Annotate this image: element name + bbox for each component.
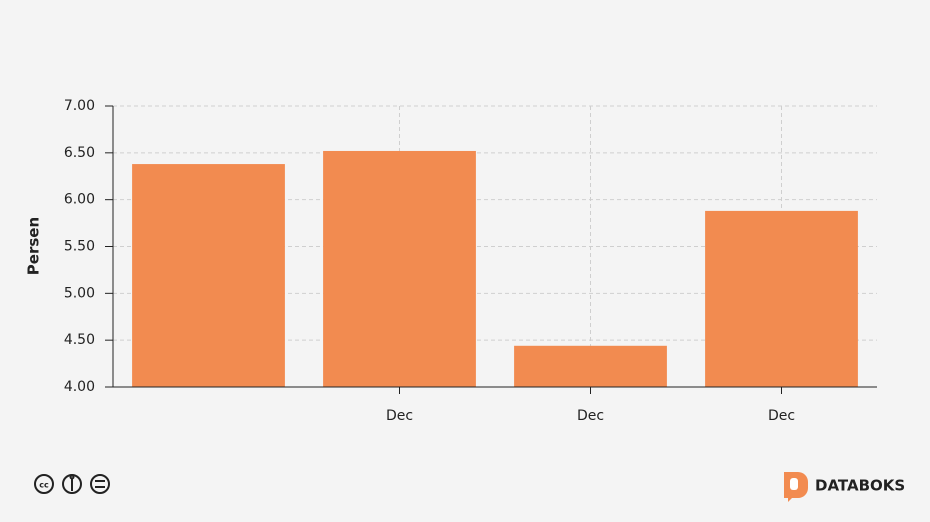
y-tick-label: 5.50	[64, 239, 95, 255]
cc-icons: cc	[34, 474, 110, 494]
y-tick-label: 4.00	[64, 379, 95, 395]
x-tick-label: Dec	[768, 408, 795, 424]
x-tick-label: Dec	[577, 408, 604, 424]
y-tick-label: 5.00	[64, 285, 95, 301]
bar	[514, 345, 667, 387]
bar	[323, 150, 476, 387]
svg-text:cc: cc	[39, 481, 49, 490]
brand-name: DATABOKS	[815, 477, 905, 495]
y-tick-label: 6.00	[64, 192, 95, 208]
y-axis-label: Persen	[25, 217, 43, 275]
bar	[132, 164, 285, 387]
y-tick-label: 4.50	[64, 332, 95, 348]
y-tick-label: 7.00	[64, 98, 95, 114]
brand-logo	[784, 472, 808, 502]
bar	[705, 210, 858, 387]
y-tick-label: 6.50	[64, 145, 95, 161]
x-tick-label: Dec	[386, 408, 413, 424]
